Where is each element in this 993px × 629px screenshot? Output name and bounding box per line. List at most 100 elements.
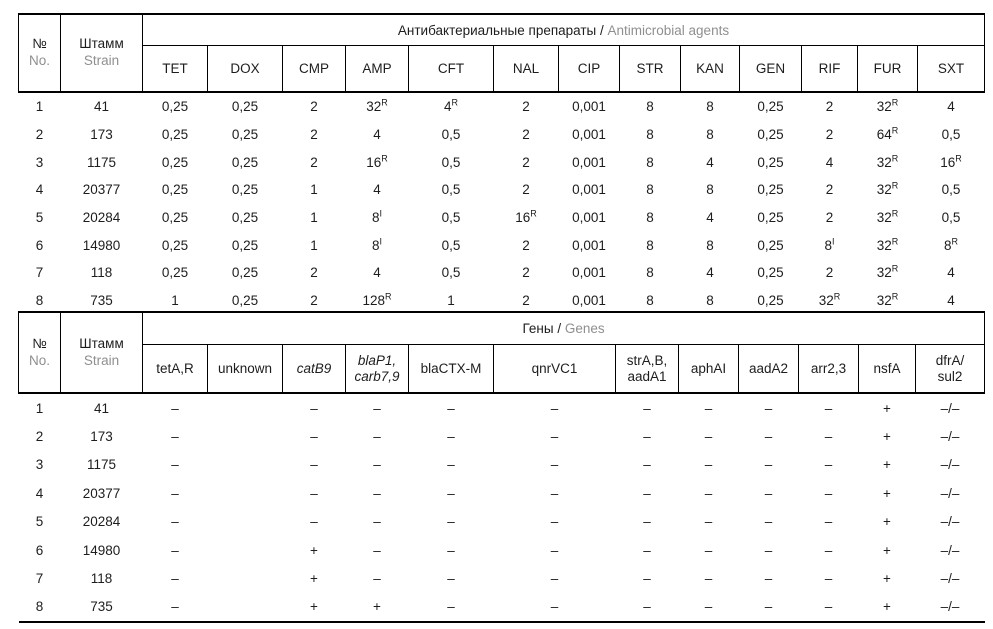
gene-table-row: 3 1175 – – – – – – – – – + –/– (19, 451, 985, 479)
value-cell: – (171, 542, 179, 558)
strain-cell: 735 (90, 599, 113, 615)
gene-table-row: 2 173 – – – – – – – – – + –/– (19, 422, 985, 450)
antibiotic-column-header-kan: KAN (680, 45, 740, 93)
value-cell: 0,5 (941, 127, 961, 143)
value-cell: + (883, 429, 891, 445)
value-cell: 0,001 (572, 99, 606, 115)
value-cell: – (373, 542, 381, 558)
value-cell: – (447, 400, 455, 416)
value-cell: 0,001 (572, 210, 606, 226)
value-cell: – (310, 514, 318, 530)
value-cell: – (550, 542, 559, 558)
value-cell: – (704, 514, 713, 530)
value-cell: 2 (522, 127, 530, 143)
value-cell: – (310, 429, 318, 445)
value-cell: – (550, 514, 559, 530)
value-cell: – (643, 514, 651, 530)
resistance-marker: R (955, 153, 962, 164)
antibiotic-column-header-amp: AMP (345, 45, 409, 93)
mic-table-row: 5 20284 0,25 0,25 1 8I 0,5 16R 0,001 8 4 0,25 2 32R 0,… (19, 204, 985, 232)
resistance-marker: R (891, 153, 899, 164)
resistance-marker: R (385, 291, 392, 302)
antimicrobial-agents-table: № No. Штамм Strain Антибактериальные пре… (18, 13, 985, 315)
strain-cell: 14980 (82, 542, 121, 558)
value-cell: 8 (646, 293, 654, 309)
value-cell: 8 (706, 293, 714, 309)
value-cell: 8I (824, 236, 835, 253)
row-number-cell: 6 (35, 542, 44, 558)
value-cell (208, 508, 283, 536)
value-cell: 0,25 (161, 154, 189, 170)
value-cell: – (550, 571, 559, 587)
value-cell: 4R (443, 97, 458, 115)
value-cell: –/– (940, 571, 960, 587)
value-cell (208, 422, 283, 450)
value-cell: – (704, 429, 713, 445)
group-label-ru: Антибактериальные препараты / (397, 22, 608, 38)
value-cell: –/– (940, 485, 960, 501)
value-cell: 2 (825, 210, 834, 226)
gene-column-header-nsfa: nsfA (858, 344, 916, 394)
row-number-cell: 3 (35, 457, 44, 473)
value-cell: 0,001 (572, 182, 606, 198)
value-cell: 8 (646, 154, 654, 170)
value-cell: – (171, 571, 179, 587)
no-column-header: № No. (18, 13, 61, 93)
value-cell: 4 (373, 127, 381, 143)
value-cell (208, 536, 283, 564)
value-cell (208, 479, 283, 507)
value-cell: 8 (706, 182, 714, 198)
gene-column-header-qnrvc1: qnrVC1 (493, 344, 616, 394)
value-cell: – (550, 400, 559, 416)
value-cell: 0,25 (161, 99, 189, 115)
value-cell (208, 393, 283, 422)
no-label-en: No. (28, 53, 50, 68)
gene-column-header-aphai: aphAI (678, 344, 739, 394)
mic-table-row: 7 118 0,25 0,25 2 4 0,5 2 0,001 8 4 0,25 2 32R 4 (19, 259, 985, 287)
row-number-cell: 2 (35, 429, 44, 445)
antimicrobial-table-body: 1 41 0,25 0,25 2 32R 4R 2 0,001 8 8 0,25 2 32R 4 2 173 0,… (19, 92, 985, 315)
antimicrobial-table-header: № No. Штамм Strain Антибактериальные пре… (18, 13, 985, 93)
value-cell: 0,001 (572, 237, 606, 253)
value-cell: 1 (310, 237, 318, 253)
value-cell: 4 (706, 265, 714, 281)
value-cell: – (824, 571, 833, 587)
value-cell: 8I (371, 236, 383, 253)
value-cell: – (764, 429, 773, 445)
gene-table-row: 8 735 – + + – – – – – – + –/– (19, 593, 985, 622)
row-number-cell: 8 (35, 599, 44, 615)
value-cell: – (824, 542, 833, 558)
value-cell (208, 451, 283, 479)
mic-table-row: 3 1175 0,25 0,25 2 16R 0,5 2 0,001 8 4 0,25 4 32R 16R (19, 148, 985, 176)
value-cell: 0,25 (231, 210, 259, 226)
resistance-marker: I (379, 236, 383, 247)
mic-table-row: 6 14980 0,25 0,25 1 8I 0,5 2 0,001 8 8 0,25 8I 32R 8R (19, 231, 985, 259)
value-cell: 0,25 (757, 237, 784, 253)
value-cell: + (883, 599, 891, 615)
value-cell: – (704, 400, 713, 416)
value-cell: 0,25 (161, 127, 189, 143)
genes-table: № No. Штамм Strain Гены / Genes tetA,R un… (18, 311, 986, 624)
value-cell: 0,25 (161, 182, 189, 198)
gene-table-row: 6 14980 – + – – – – – – – + –/– (19, 536, 985, 564)
strain-label-ru: Штамм (79, 335, 124, 351)
value-cell: – (171, 400, 179, 416)
value-cell: 0,25 (231, 99, 259, 115)
value-cell: 32R (366, 97, 388, 115)
value-cell: + (373, 599, 381, 615)
value-cell: 2 (310, 154, 318, 170)
resistance-marker: R (891, 208, 899, 219)
value-cell: – (824, 429, 833, 445)
gene-column-header-blactx-m: blaCTX-M (408, 344, 494, 394)
row-number-cell: 1 (35, 400, 44, 416)
value-cell: – (643, 429, 651, 445)
value-cell: 32R (876, 180, 899, 198)
value-cell: 2 (522, 182, 530, 198)
value-cell: 0,25 (757, 127, 784, 143)
value-cell: – (447, 542, 455, 558)
value-cell: – (447, 514, 455, 530)
gene-column-header-arr2-3: arr2,3 (798, 344, 859, 394)
value-cell: 4 (706, 210, 714, 226)
value-cell: 1 (171, 293, 179, 309)
antibiotic-column-header-cft: CFT (408, 45, 494, 93)
